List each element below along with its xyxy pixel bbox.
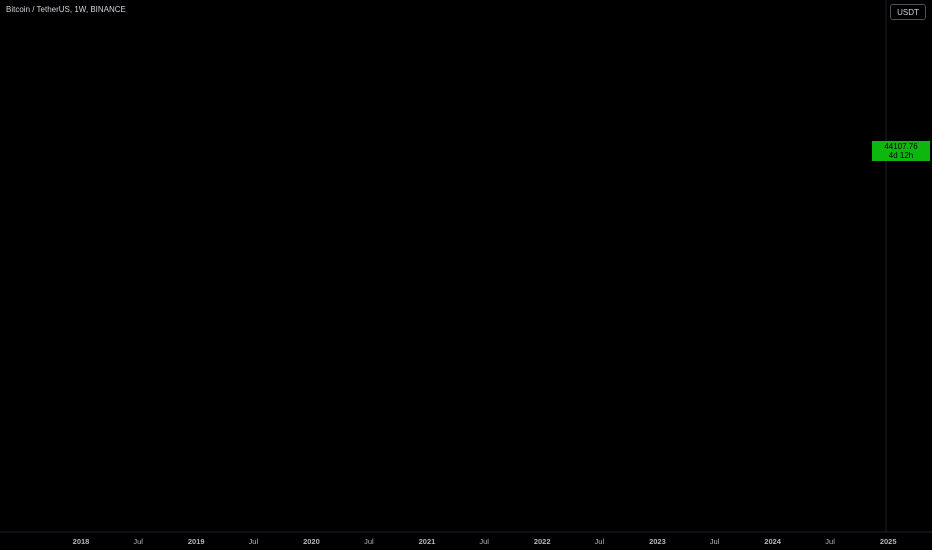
time-axis-label: Jul (133, 537, 143, 546)
time-axis-label: Jul (825, 537, 835, 546)
price-axis: 110000.0094000.0078000.0066000.0056000.0… (885, 0, 887, 532)
chart-title: Bitcoin / TetherUS, 1W, BINANCE (6, 5, 126, 14)
time-axis-label: 2023 (649, 537, 666, 546)
currency-badge[interactable]: USDT (890, 4, 926, 20)
time-axis-label: 2019 (188, 537, 205, 546)
time-axis: 2018 Jul 2019 Jul 2020 Jul 2021 Jul 2022 Jul 2023 J… (0, 531, 932, 546)
time-axis-label: 2025 (880, 537, 897, 546)
time-axis-label: Jul (364, 537, 374, 546)
time-axis-label: Jul (479, 537, 489, 546)
time-axis-label: 2022 (534, 537, 551, 546)
time-axis-label: Jul (249, 537, 259, 546)
time-axis-label: 2021 (419, 537, 436, 546)
bar-countdown: 4d 12h (888, 151, 914, 160)
last-price-tag: 44107.76 4d 12h (872, 141, 930, 161)
time-axis-label: 2024 (764, 537, 782, 546)
time-axis-label: Jul (710, 537, 720, 546)
time-axis-label: Jul (595, 537, 605, 546)
time-axis-label: 2018 (73, 537, 90, 546)
last-price-value: 44107.76 (884, 142, 918, 151)
time-axis-label: 2020 (303, 537, 320, 546)
